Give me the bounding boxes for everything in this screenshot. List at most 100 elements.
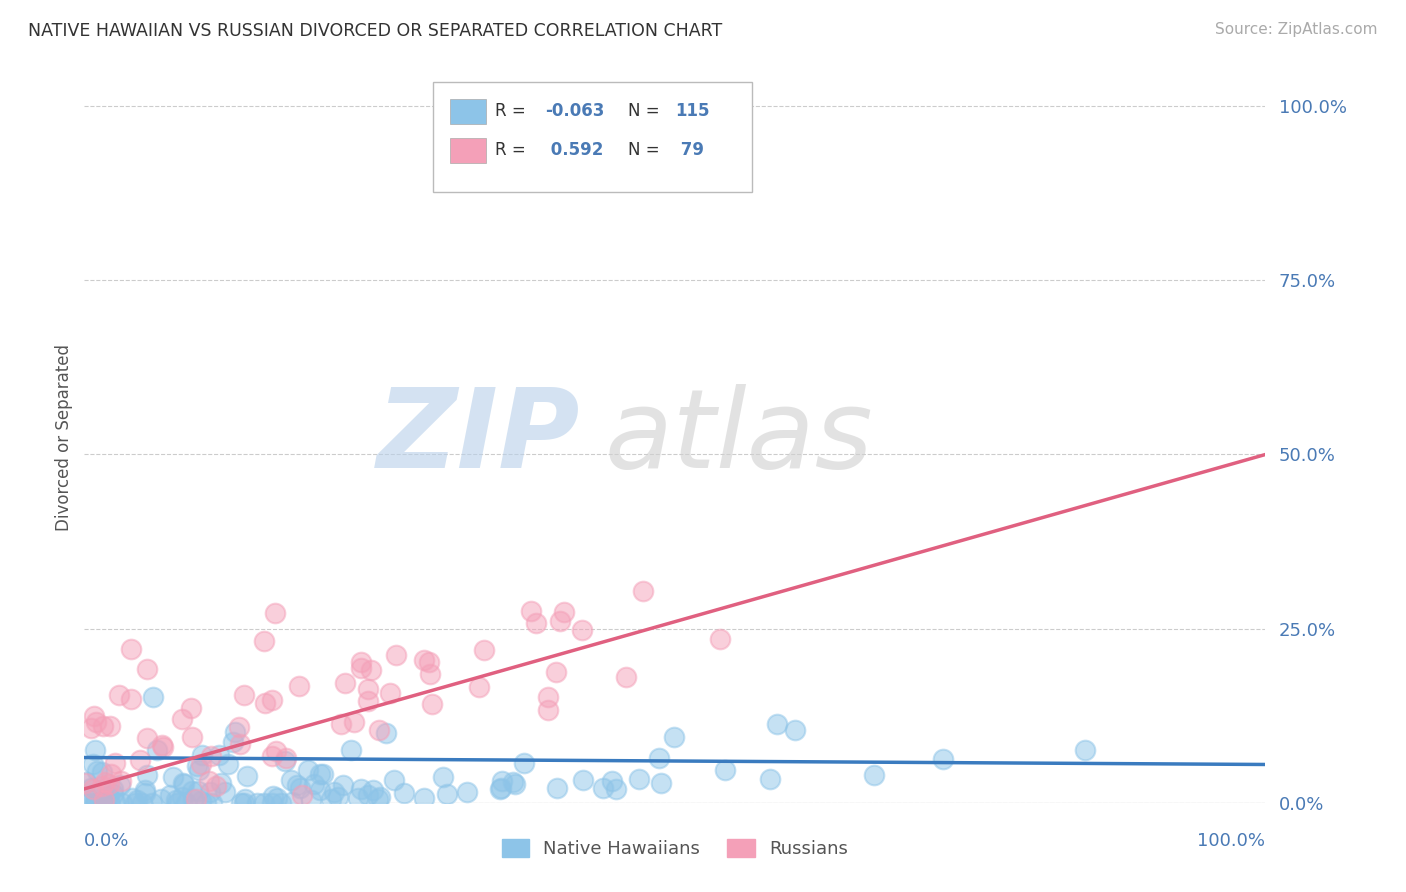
Point [274,754,297,768]
Point [208,747,231,762]
Point [117,816,139,830]
Point [98,796,121,810]
Point [631,583,654,598]
Point [186,792,208,806]
Point [931,752,953,766]
Point [152,740,174,755]
Point [783,723,806,737]
Point [108,688,131,702]
Point [93,793,115,807]
Point [104,756,127,770]
Point [97,776,120,790]
Point [188,764,211,778]
Point [614,670,637,684]
Point [260,692,283,706]
Point [281,795,304,809]
Point [232,688,254,702]
Point [357,694,380,708]
Point [180,730,202,744]
Legend: Native Hawaiians, Russians: Native Hawaiians, Russians [494,830,856,867]
Point [84,830,107,845]
Point [110,778,132,792]
Point [197,773,219,788]
Point [291,788,314,802]
Point [187,784,209,798]
Point [84,796,107,810]
Point [759,772,782,786]
Point [266,791,288,805]
Text: Source: ZipAtlas.com: Source: ZipAtlas.com [1215,22,1378,37]
Point [222,735,245,749]
Point [368,723,391,738]
Point [467,680,489,694]
Point [91,779,114,793]
Point [80,780,103,795]
Point [172,790,194,805]
Point [382,808,405,822]
Point [84,743,107,757]
Point [136,768,159,782]
Point [141,796,163,810]
Point [84,714,107,729]
Point [436,787,458,801]
Point [228,720,250,734]
Text: 100.0%: 100.0% [1198,832,1265,850]
Point [186,759,208,773]
Point [150,792,173,806]
Point [104,795,127,809]
Point [592,780,614,795]
Text: R =: R = [495,102,531,120]
Point [84,796,107,810]
Point [264,744,287,758]
Point [209,776,232,790]
Point [111,796,134,810]
Point [173,777,195,791]
Point [159,789,181,803]
Point [319,792,342,806]
Point [124,796,146,810]
Point [548,614,571,628]
Point [330,717,353,731]
Point [270,796,292,810]
Point [456,785,478,799]
Text: -0.063: -0.063 [546,102,605,120]
Point [600,774,623,789]
Point [276,750,298,764]
Point [350,655,373,669]
Point [361,782,384,797]
Point [103,787,125,801]
Point [285,778,308,792]
Point [308,766,330,780]
Point [217,757,239,772]
Point [180,700,202,714]
Point [233,796,256,810]
Point [73,776,96,790]
Point [280,772,302,787]
Point [166,796,188,810]
Point [121,790,143,805]
Point [339,743,361,757]
Point [233,792,256,806]
Point [537,690,560,704]
Point [162,770,184,784]
Point [356,789,378,803]
Point [553,605,575,619]
Text: 0.0%: 0.0% [84,832,129,850]
Point [502,775,524,789]
Point [100,767,122,781]
Point [110,774,132,789]
Point [253,634,276,648]
Point [183,792,205,806]
Point [136,662,159,676]
Text: 0.592: 0.592 [546,141,603,159]
Point [491,774,513,789]
Text: atlas: atlas [605,384,873,491]
Point [1074,743,1097,757]
Point [83,709,105,723]
Point [131,813,153,827]
Point [312,767,335,781]
Point [224,725,246,739]
Point [360,663,382,677]
Point [134,786,156,800]
Point [201,796,224,810]
